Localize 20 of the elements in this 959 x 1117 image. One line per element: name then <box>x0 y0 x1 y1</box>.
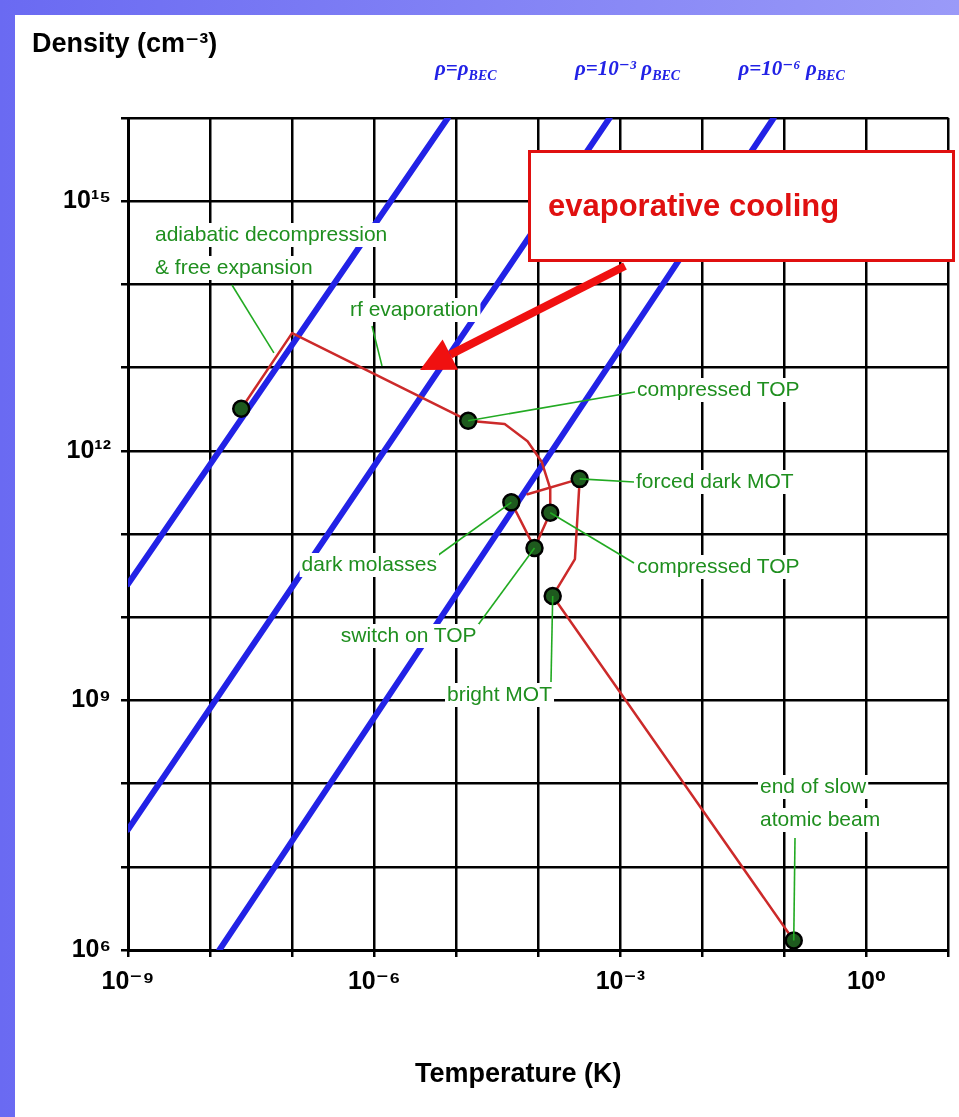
annotation: forced dark MOT <box>636 468 794 492</box>
annotation: end of slow atomic beam <box>760 773 881 830</box>
annotation: rf evaporation <box>350 296 479 320</box>
y-tick-label: 10⁹ <box>71 684 111 713</box>
x-tick-label: 10⁻⁶ <box>347 965 401 994</box>
y-tick-label: 10¹⁵ <box>63 185 111 214</box>
annotation: compressed TOP <box>637 376 800 400</box>
annotation: dark molasses <box>301 551 438 575</box>
x-axis-title: Temperature (K) <box>414 1058 622 1089</box>
annotation: adiabatic decompression & free expansion <box>155 221 388 278</box>
annotation: bright MOT <box>447 681 553 705</box>
y-tick-label: 10¹² <box>66 434 111 463</box>
y-tick-label: 10⁶ <box>71 933 111 962</box>
annotation: switch on TOP <box>340 622 477 646</box>
x-tick-label: 10⁻³ <box>595 965 645 994</box>
annotation: compressed TOP <box>637 553 800 577</box>
x-tick-label: 10⁰ <box>847 965 886 994</box>
x-tick-label: 10⁻⁹ <box>101 965 155 994</box>
y-axis-title: Density (cm⁻³) <box>32 28 218 59</box>
callout-box: evaporative cooling <box>528 150 955 262</box>
